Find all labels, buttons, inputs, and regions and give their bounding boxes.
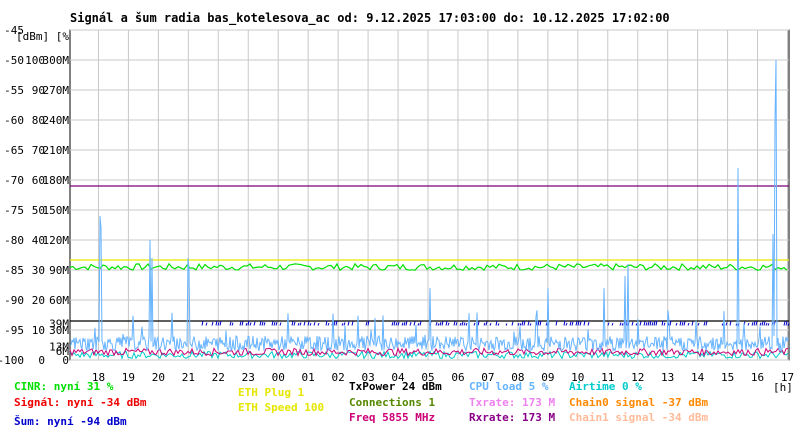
y-tick-rate: 30M <box>49 324 69 337</box>
x-tick-label: 00 <box>272 371 285 384</box>
series-line-freq <box>69 346 789 358</box>
x-tick-label: 22 <box>212 371 225 384</box>
legend-airtime: Airtime 0 % <box>569 380 642 393</box>
legend-cpu-load: CPU load 5 % <box>469 380 549 393</box>
x-tick-label: 12 <box>631 371 644 384</box>
x-tick-label: 08 <box>511 371 524 384</box>
y-tick-dbm: -90 <box>4 294 24 307</box>
series-line-cpu-load <box>69 59 790 353</box>
x-tick-label: 20 <box>152 371 165 384</box>
legend-freq: Freq 5855 MHz <box>349 411 435 424</box>
y-tick-pct: 40 <box>32 234 45 247</box>
inner-rate-label: 6M <box>56 345 70 358</box>
y-tick-rate: 240M <box>43 114 70 127</box>
y-tick-pct: 10 <box>32 324 45 337</box>
y-tick-rate: 180M <box>43 174 70 187</box>
y-tick-pct: 50 <box>32 204 45 217</box>
y-tick-dbm: -95 <box>4 324 24 337</box>
y-tick-pct: 70 <box>32 144 45 157</box>
y-tick-rate: 210M <box>43 144 70 157</box>
x-tick-label: 09 <box>541 371 554 384</box>
legend-txpower: TxPower 24 dBm <box>349 380 442 393</box>
y-tick-dbm: -50 <box>4 54 24 67</box>
x-tick-label: 10 <box>571 371 584 384</box>
legend-rxrate: Rxrate: 173 M <box>469 411 555 424</box>
x-tick-label: 18 <box>92 371 105 384</box>
legend-signal: Signál: nyní -34 dBm <box>14 396 147 409</box>
y-tick-pct: 30 <box>32 264 45 277</box>
y-tick-rate: 270M <box>43 84 70 97</box>
x-tick-label: 23 <box>242 371 255 384</box>
x-tick-label: 06 <box>451 371 464 384</box>
x-tick-label: 02 <box>332 371 345 384</box>
y-tick-dbm: -75 <box>4 204 24 217</box>
x-tick-label: 15 <box>721 371 734 384</box>
y-tick-rate: 150M <box>43 204 70 217</box>
x-tick-label: 05 <box>421 371 434 384</box>
y-tick-rate: 0 <box>62 354 69 367</box>
y-axis-label: [dBm] [%] <box>16 30 76 43</box>
legend-noise: Šum: nyní -94 dBm <box>14 415 127 428</box>
y-tick-pct: 80 <box>32 114 45 127</box>
y-tick-pct: 20 <box>32 294 45 307</box>
legend-eth-plug: ETH Plug 1 <box>238 386 305 399</box>
y-tick-pct: 60 <box>32 174 45 187</box>
x-tick-label: 16 <box>751 371 764 384</box>
series-line-cinr <box>69 262 788 272</box>
y-tick-dbm: -55 <box>4 84 24 97</box>
y-tick-rate: 120M <box>43 234 70 247</box>
y-tick-dbm: -70 <box>4 174 24 187</box>
inner-rate-label: 39M <box>49 318 69 331</box>
y-tick-pct: 0 <box>38 354 45 367</box>
y-tick-pct: 100 <box>25 54 45 67</box>
x-tick-label: 21 <box>182 371 195 384</box>
chart-title: Signál a šum radia bas_kotelesova_ac od:… <box>70 11 670 26</box>
x-tick-label: 17 <box>781 371 794 384</box>
y-tick-rate: 60M <box>49 294 69 307</box>
y-tick-rate: 300M <box>43 54 70 67</box>
x-tick-label: 03 <box>361 371 374 384</box>
legend-cinr: CINR: nyní 31 % <box>14 380 114 393</box>
legend-connections: Connections 1 <box>349 396 435 409</box>
y-tick-dbm: -45 <box>4 24 24 37</box>
y-tick-dbm: -60 <box>4 114 24 127</box>
x-axis-unit: [h] <box>773 381 793 394</box>
y-tick-dbm: -80 <box>4 234 24 247</box>
x-tick-label: 11 <box>601 371 614 384</box>
inner-rate-label: 13M <box>49 340 69 353</box>
y-tick-pct: 90 <box>32 84 45 97</box>
y-tick-dbm: -100 <box>0 354 24 367</box>
x-tick-label: 13 <box>661 371 674 384</box>
x-tick-label: 07 <box>481 371 494 384</box>
y-tick-dbm: -85 <box>4 264 24 277</box>
y-tick-rate: 90M <box>49 264 69 277</box>
y-tick-dbm: -65 <box>4 144 24 157</box>
legend-eth-speed: ETH Speed 100 <box>238 401 324 414</box>
legend-chain0: Chain0 signal -37 dBm <box>569 396 708 409</box>
legend-txrate: Txrate: 173 M <box>469 396 555 409</box>
x-tick-label: 01 <box>302 371 315 384</box>
x-tick-label: 14 <box>691 371 705 384</box>
legend-chain1: Chain1 signal -34 dBm <box>569 411 708 424</box>
x-tick-label: 19 <box>122 371 135 384</box>
x-tick-label: 04 <box>391 371 405 384</box>
